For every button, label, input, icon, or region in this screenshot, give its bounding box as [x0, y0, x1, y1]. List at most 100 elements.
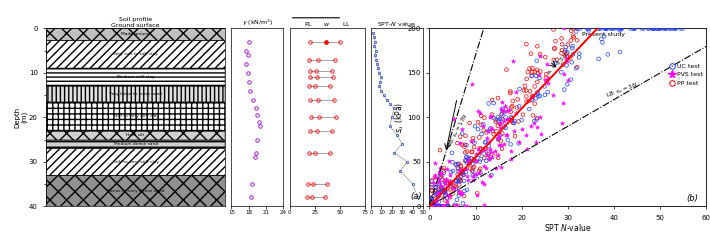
Point [513, 141, 525, 144]
Bar [46, 28, 225, 40]
Point [435, 184, 447, 188]
Point [457, 132, 468, 135]
Point [540, 72, 552, 76]
Point [612, 27, 623, 30]
Point [467, 136, 479, 140]
Point [511, 106, 523, 109]
Point [574, 52, 585, 56]
Point [562, 78, 574, 82]
Point [428, 204, 439, 208]
Point [629, 27, 640, 30]
Point [558, 72, 569, 75]
Point [437, 204, 448, 208]
Point [456, 191, 467, 195]
Point [608, 27, 620, 30]
Point [528, 114, 539, 117]
Point [435, 166, 446, 169]
Point [462, 174, 473, 178]
Point [432, 191, 444, 195]
Text: (a): (a) [410, 192, 422, 201]
Point [426, 204, 437, 208]
Point [492, 153, 503, 157]
Point [426, 196, 437, 200]
Point [492, 137, 503, 140]
Point [527, 95, 538, 98]
Point [614, 50, 626, 54]
Point [527, 66, 538, 70]
Point [452, 173, 464, 176]
Point [562, 59, 573, 63]
Point [435, 204, 446, 208]
Point [502, 138, 513, 142]
Title: $\gamma$ (kN/m$^3$): $\gamma$ (kN/m$^3$) [241, 18, 273, 28]
Point [500, 126, 511, 130]
Point [549, 46, 560, 50]
Point [426, 188, 437, 192]
Point [583, 27, 594, 30]
Point [535, 54, 546, 58]
Point [476, 123, 487, 127]
Point [430, 204, 441, 208]
Point [481, 146, 492, 150]
Point [468, 158, 479, 162]
Point [467, 140, 479, 143]
Point [448, 204, 459, 208]
Point [508, 121, 520, 125]
Point [492, 96, 503, 100]
Point [430, 175, 441, 179]
Point [527, 94, 538, 98]
Point [441, 177, 452, 181]
Point [463, 178, 474, 182]
Point [568, 35, 579, 39]
Point [430, 204, 442, 208]
Point [556, 36, 567, 40]
Point [469, 174, 481, 178]
Point [667, 27, 679, 30]
Title: SPT-$N$ value: SPT-$N$ value [378, 20, 417, 28]
Point [435, 204, 447, 208]
Point [457, 173, 469, 177]
Point [452, 176, 464, 179]
Point [505, 90, 516, 93]
Point [484, 174, 496, 178]
Point [439, 188, 450, 191]
Point [459, 150, 471, 154]
Point [571, 30, 582, 33]
Point [516, 127, 528, 131]
Point [459, 159, 471, 163]
Point [542, 81, 554, 84]
Point [526, 95, 537, 99]
Point [432, 191, 444, 195]
Point [535, 132, 547, 136]
Point [450, 179, 462, 183]
Point [455, 174, 466, 178]
Point [437, 178, 448, 182]
Point [456, 143, 467, 147]
Point [496, 107, 508, 111]
Legend: UC test, PVS test, PP test: UC test, PVS test, PP test [669, 64, 704, 86]
Point [437, 174, 448, 178]
Point [454, 141, 465, 145]
Point [471, 191, 483, 195]
Point [478, 123, 489, 126]
Point [510, 111, 522, 115]
Point [463, 159, 474, 162]
Point [438, 169, 449, 173]
Point [664, 27, 675, 30]
Point [506, 117, 518, 120]
Point [525, 124, 537, 128]
Point [457, 127, 468, 131]
Point [447, 169, 459, 173]
Point [509, 134, 520, 138]
Point [532, 80, 543, 84]
Point [530, 140, 542, 144]
Point [599, 34, 610, 38]
Point [600, 27, 611, 30]
Point [643, 27, 654, 30]
Point [475, 157, 486, 161]
Point [430, 201, 441, 204]
Point [478, 148, 489, 152]
Point [439, 189, 451, 193]
Point [616, 27, 627, 30]
Point [565, 39, 577, 42]
